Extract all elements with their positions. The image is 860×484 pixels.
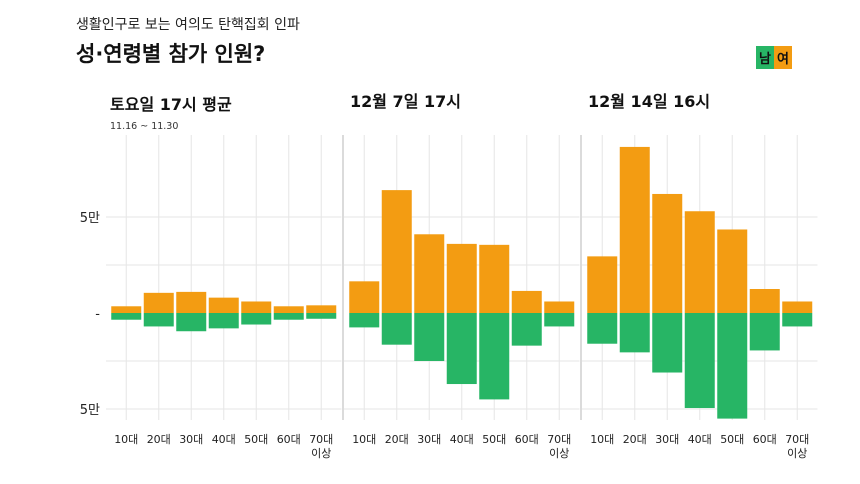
bar-male-60대 <box>273 313 304 320</box>
bar-male-40대 <box>684 313 715 409</box>
x-tick-label: 70대 <box>547 433 571 446</box>
bar-female-50대 <box>479 244 510 313</box>
bar-female-30대 <box>176 291 207 313</box>
bar-male-20대 <box>143 313 174 327</box>
x-tick-label: 30대 <box>417 433 441 446</box>
x-tick-label: 60대 <box>277 433 301 446</box>
x-tick-label: 50대 <box>244 433 268 446</box>
bar-female-20대 <box>381 190 412 313</box>
y-axis-label: 5만 <box>80 211 100 226</box>
x-tick-label: 60대 <box>515 433 539 446</box>
bar-male-70대-이상 <box>782 313 813 327</box>
bar-female-20대 <box>143 292 174 313</box>
bar-male-20대 <box>381 313 412 345</box>
panel-title: 토요일 17시 평균 <box>110 95 232 114</box>
bar-male-30대 <box>652 313 683 373</box>
chart-subtitle: 생활인구로 보는 여의도 탄핵집회 인파 <box>76 17 300 33</box>
x-tick-label: 이상 <box>787 447 807 460</box>
bar-male-20대 <box>619 313 650 353</box>
bar-female-10대 <box>111 306 142 313</box>
x-tick-label: 60대 <box>753 433 777 446</box>
legend-male: 남 <box>756 46 774 69</box>
x-tick-label: 10대 <box>352 433 376 446</box>
x-tick-label: 20대 <box>147 433 171 446</box>
bar-male-70대-이상 <box>544 313 575 327</box>
x-tick-label: 50대 <box>720 433 744 446</box>
panel-title: 12월 7일 17시 <box>350 92 461 111</box>
y-axis-label: 5만 <box>80 403 100 418</box>
bar-female-30대 <box>652 193 683 313</box>
legend-female: 여 <box>773 46 792 69</box>
bar-male-40대 <box>446 313 477 385</box>
bar-female-70대-이상 <box>306 305 337 313</box>
bar-male-70대-이상 <box>306 313 337 319</box>
bar-male-30대 <box>414 313 445 361</box>
bar-female-60대 <box>511 290 542 313</box>
x-tick-label: 40대 <box>688 433 712 446</box>
x-tick-label: 50대 <box>482 433 506 446</box>
bar-male-50대 <box>479 313 510 400</box>
x-tick-label: 30대 <box>655 433 679 446</box>
bar-female-50대 <box>241 301 272 313</box>
chart-title: 성·연령별 참가 인원? <box>76 42 266 66</box>
x-tick-label: 이상 <box>311 447 331 460</box>
bar-female-60대 <box>273 306 304 313</box>
legend: 남 여 <box>756 46 792 69</box>
x-tick-label: 20대 <box>385 433 409 446</box>
bar-male-40대 <box>208 313 239 329</box>
bar-female-10대 <box>349 281 380 313</box>
x-tick-label: 70대 <box>309 433 333 446</box>
x-tick-label: 70대 <box>785 433 809 446</box>
panel-title: 12월 14일 16시 <box>588 92 710 111</box>
bar-female-40대 <box>684 211 715 313</box>
bar-male-60대 <box>511 313 542 346</box>
bar-male-50대 <box>717 313 748 419</box>
bar-male-10대 <box>349 313 380 328</box>
bar-female-10대 <box>587 256 618 313</box>
y-axis-label: - <box>95 307 100 322</box>
bar-female-40대 <box>446 243 477 313</box>
x-tick-label: 10대 <box>114 433 138 446</box>
bar-female-20대 <box>619 146 650 313</box>
panel-subtitle: 11.16 ~ 11.30 <box>110 121 178 132</box>
bar-female-40대 <box>208 297 239 313</box>
bar-male-10대 <box>111 313 142 320</box>
bar-male-60대 <box>749 313 780 351</box>
bar-male-10대 <box>587 313 618 344</box>
bar-male-30대 <box>176 313 207 332</box>
bar-female-70대-이상 <box>544 301 575 313</box>
bar-male-50대 <box>241 313 272 325</box>
bar-female-50대 <box>717 229 748 313</box>
x-tick-label: 40대 <box>450 433 474 446</box>
x-tick-label: 20대 <box>623 433 647 446</box>
x-tick-label: 이상 <box>549 447 569 460</box>
x-tick-label: 40대 <box>212 433 236 446</box>
bar-female-70대-이상 <box>782 301 813 313</box>
bar-female-30대 <box>414 234 445 313</box>
x-tick-label: 10대 <box>590 433 614 446</box>
x-tick-label: 30대 <box>179 433 203 446</box>
bar-female-60대 <box>749 289 780 313</box>
